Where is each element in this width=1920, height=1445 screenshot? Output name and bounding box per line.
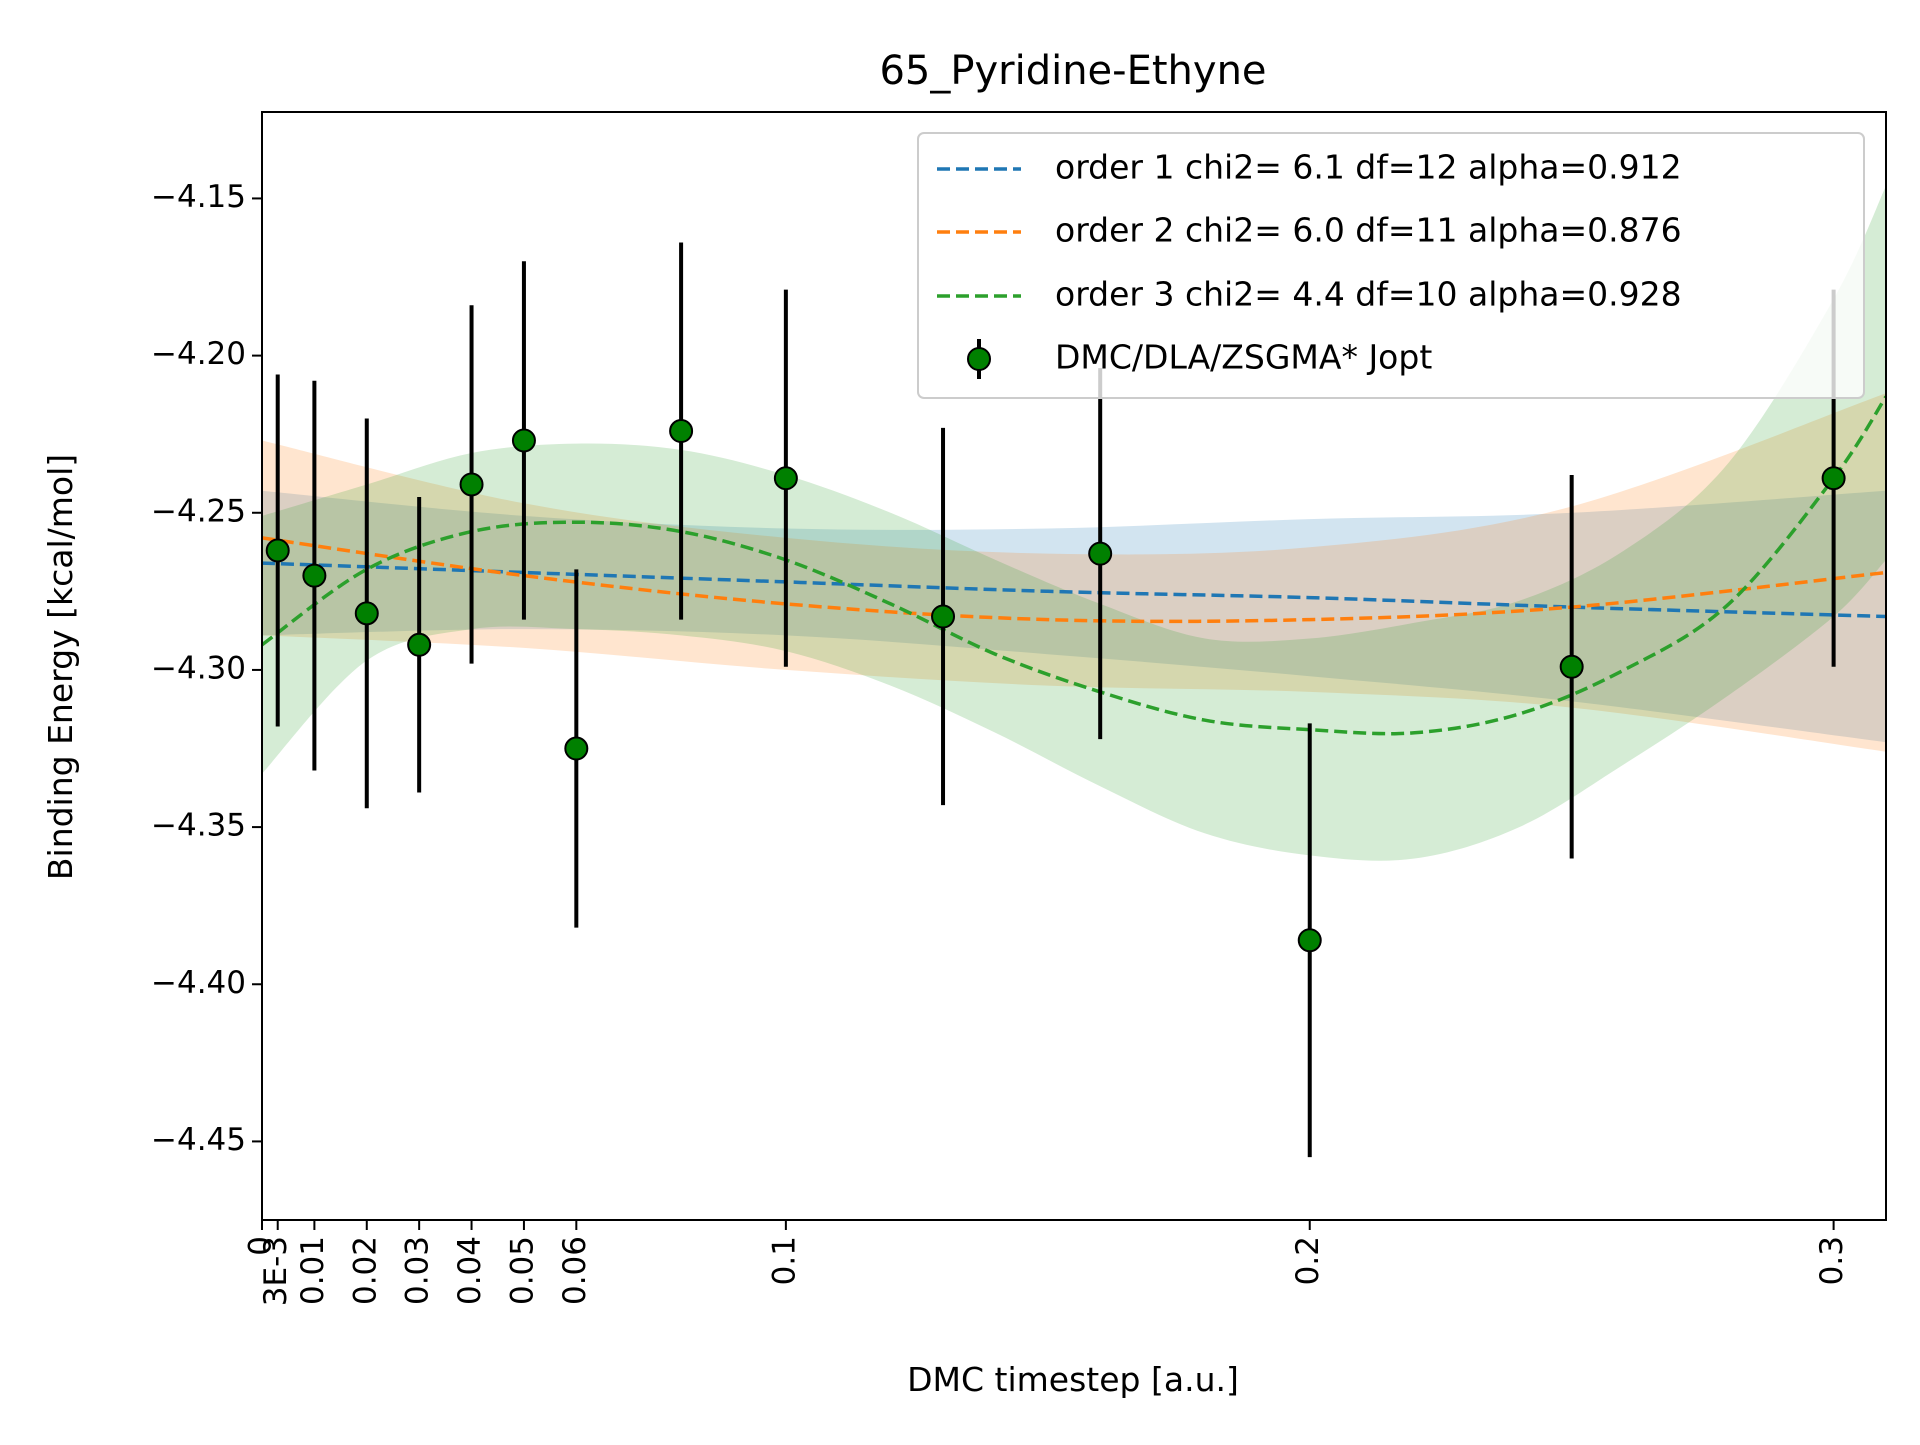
data-point [511,428,536,453]
data-point [773,466,798,491]
x-tick-label: 0.02 [347,1236,383,1305]
x-tick-label: 0.3 [1814,1236,1850,1285]
data-point [931,604,956,629]
y-tick-label: −4.20 [151,336,246,372]
x-tick-label: 0.03 [400,1236,436,1305]
y-axis-label: Binding Energy [kcal/mol] [41,454,80,880]
data-points [265,242,1846,1158]
fit-line-order-1 [262,561,1886,619]
legend-label-order-1: order 1 chi2= 6.1 df=12 alpha=0.912 [1055,148,1682,187]
x-tick-label: 0.06 [557,1236,593,1305]
y-tick-label: −4.35 [151,808,246,844]
legend-box [917,132,1865,399]
data-point [302,563,327,588]
data-point [1559,654,1584,679]
legend-label-points: DMC/DLA/ZSGMA* Jopt [1055,338,1432,377]
data-point [564,736,589,761]
data-point [1297,928,1322,953]
confidence-bands [262,185,1886,861]
x-tick-label: 0.2 [1290,1236,1326,1285]
x-axis-ticks: 03E-3 0.01 0.02 0.03 0.04 0.05 0.06 0.1 0.2 0.3 [243,1220,1850,1306]
data-point [1088,541,1113,566]
x-tick-label: 0.05 [504,1236,540,1305]
fit-band-order-2 [262,393,1886,752]
x-tick-label: 0.04 [452,1236,488,1305]
x-tick-label: 0.1 [766,1236,802,1285]
data-point [459,472,484,497]
plot-frame [261,111,1887,1221]
y-tick-label: −4.25 [151,493,246,529]
data-point [669,419,694,444]
x-axis-label: DMC timestep [a.u.] [907,1360,1239,1399]
y-axis-ticks: −4.15 −4.20 −4.25 −4.30 −4.35 −4.40 −4.45 [151,179,262,1158]
legend: order 1 chi2= 6.1 df=12 alpha=0.912 order… [917,132,1865,399]
y-tick-label: −4.30 [151,650,246,686]
data-point [354,601,379,626]
y-tick-label: −4.40 [151,965,246,1001]
legend-swatch-point [967,347,991,371]
fit-band-order-1 [262,490,1886,743]
legend-label-order-2: order 2 chi2= 6.0 df=11 alpha=0.876 [1055,211,1682,250]
chart-title: 65_Pyridine-Ethyne [879,48,1266,94]
data-point [1821,466,1846,491]
x-tick-label: 3E-3 [258,1236,294,1306]
fit-band-order-3 [262,185,1886,861]
data-point [407,632,432,657]
x-tick-label: 0 [243,1236,279,1256]
data-point [265,538,290,563]
y-tick-label: −4.45 [151,1122,246,1158]
y-tick-label: −4.15 [151,179,246,215]
x-tick-label: 0.01 [295,1236,331,1305]
legend-label-order-3: order 3 chi2= 4.4 df=10 alpha=0.928 [1055,275,1682,314]
